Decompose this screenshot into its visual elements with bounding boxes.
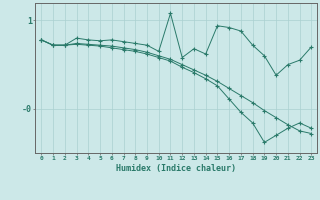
X-axis label: Humidex (Indice chaleur): Humidex (Indice chaleur)	[116, 164, 236, 173]
